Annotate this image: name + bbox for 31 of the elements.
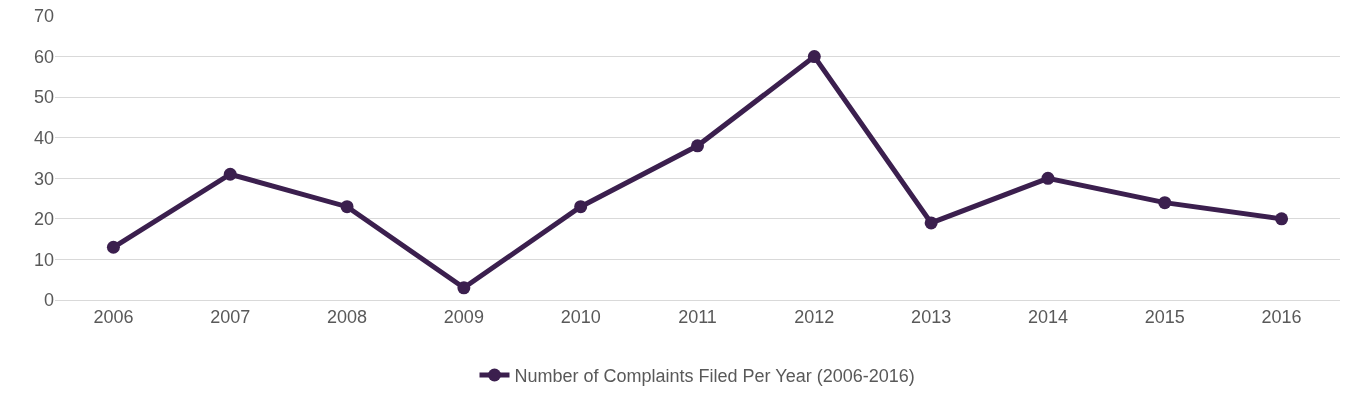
point <box>457 281 471 295</box>
point <box>1275 212 1289 226</box>
x-tick-label: 2007 <box>210 306 251 327</box>
point <box>106 240 120 254</box>
x-tick-label: 2012 <box>794 306 835 327</box>
point <box>924 216 938 230</box>
point <box>691 139 704 153</box>
y-tick-label: 40 <box>33 128 54 149</box>
point <box>1158 196 1172 210</box>
y-tick-label: 20 <box>33 209 54 230</box>
x-tick-label: 2016 <box>1261 306 1302 327</box>
x-tick-label: 2009 <box>443 306 484 327</box>
point <box>223 167 237 181</box>
x-tick-label: 2008 <box>327 306 368 327</box>
x-tick-label: 2011 <box>678 306 717 327</box>
point <box>574 200 588 214</box>
point <box>340 200 354 214</box>
y-tick-label: 60 <box>33 46 54 67</box>
y-tick-label: 70 <box>33 6 54 27</box>
point <box>1041 171 1055 185</box>
x-tick-label: 2010 <box>560 306 601 327</box>
x-tick-label: 2015 <box>1144 306 1185 327</box>
x-tick-label: 2014 <box>1027 306 1068 327</box>
point <box>807 50 821 64</box>
y-tick-label: 30 <box>33 168 54 189</box>
x-tick-label: 2013 <box>911 306 952 327</box>
y-tick-label: 10 <box>33 249 54 270</box>
y-tick-label: 0 <box>43 290 54 311</box>
x-tick-label: 2006 <box>93 306 134 327</box>
legend-label: Number of Complaints Filed Per Year (2006-2016) <box>514 366 915 387</box>
y-tick-label: 50 <box>33 87 54 108</box>
